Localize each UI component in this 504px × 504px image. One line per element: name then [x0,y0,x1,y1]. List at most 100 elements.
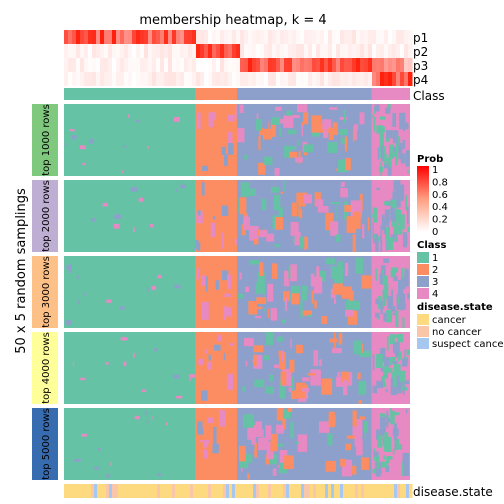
noise-cell [317,206,329,213]
prob-cell [336,72,341,86]
prob-cell [248,72,253,86]
noise-cell [263,355,270,360]
noise-cell [397,300,399,309]
prob-cell [264,44,269,58]
prob-cell [196,58,201,72]
noise-cell [287,408,293,412]
prob-cell [256,58,261,72]
prob-cell [400,44,405,58]
prob-cell [304,44,309,58]
prob-cell [276,44,281,58]
prob-cell [84,30,89,44]
noise-cell [330,221,339,236]
disease-state-cell [214,484,218,498]
noise-cell [291,293,300,305]
prob-cell [364,72,369,86]
prob-cell [256,44,261,58]
noise-cell [383,162,390,165]
prob-cell [148,72,153,86]
noise-cell [392,113,397,127]
noise-cell [282,319,286,324]
prob-cell [128,72,133,86]
noise-cell [277,336,283,342]
noise-cell [288,387,292,392]
noise-cell [402,452,410,464]
prob-cell [212,30,217,44]
noise-cell [384,438,391,452]
prob-cell [376,72,381,86]
prob-cell [220,72,225,86]
prob-cell [372,30,377,44]
noise-cell [345,309,354,317]
prob-cell [336,44,341,58]
noise-cell [71,135,77,140]
noise-cell [175,188,178,192]
noise-cell [402,317,405,328]
noise-cell [283,180,285,191]
class-segment-3 [237,88,372,100]
noise-cell [106,473,111,478]
prob-cell [232,44,237,58]
prob-cell [228,58,233,72]
noise-cell [224,154,228,166]
noise-cell [353,129,357,140]
prob-cell [228,44,233,58]
noise-cell [383,372,388,379]
prob-cell [224,58,229,72]
prob-cell [92,58,97,72]
noise-cell [284,297,288,311]
prob-cell [64,58,69,72]
noise-cell [407,169,409,174]
noise-cell [389,356,396,364]
noise-cell [290,338,292,349]
prob-cell [216,30,221,44]
prob-cell [332,44,337,58]
slice-block [64,180,196,252]
prob-cell [304,72,309,86]
prob-cell [288,72,293,86]
noise-cell [264,156,273,165]
prob-cell [116,72,121,86]
disease-state-cell [232,484,236,498]
prob-cell [296,58,301,72]
noise-cell [110,462,112,467]
noise-cell [392,191,400,208]
noise-cell [94,467,100,470]
noise-cell [257,272,265,285]
prob-cell [76,30,81,44]
noise-cell [265,386,274,394]
noise-cell [239,104,244,113]
noise-cell [133,227,135,233]
noise-cell [339,117,347,120]
prob-cell [124,44,129,58]
disease-state-cell [79,484,83,498]
noise-cell [405,195,408,211]
prob-tick-label: 0.2 [432,215,448,226]
noise-cell [113,223,120,229]
noise-cell [270,307,277,321]
noise-cell [390,234,398,242]
annotation-label-p2: p2 [413,45,428,59]
noise-cell [327,142,338,154]
noise-cell [212,443,219,454]
prob-cell [372,72,377,86]
noise-cell [386,130,393,139]
disease-state-cell [361,484,365,498]
noise-cell [405,409,408,414]
noise-cell [372,207,378,223]
prob-cell [172,72,177,86]
prob-cell [356,30,361,44]
noise-cell [401,358,408,367]
prob-cell [180,58,185,72]
prob-cell [312,72,317,86]
disease-state-cell [235,484,239,498]
class-segment-4 [371,88,410,100]
noise-cell [313,276,323,294]
noise-cell [340,182,345,187]
noise-cell [390,410,395,425]
prob-cell [244,30,249,44]
bottom-annotation-label: disease.state [413,485,493,499]
noise-cell [259,127,264,136]
noise-cell [310,369,321,386]
